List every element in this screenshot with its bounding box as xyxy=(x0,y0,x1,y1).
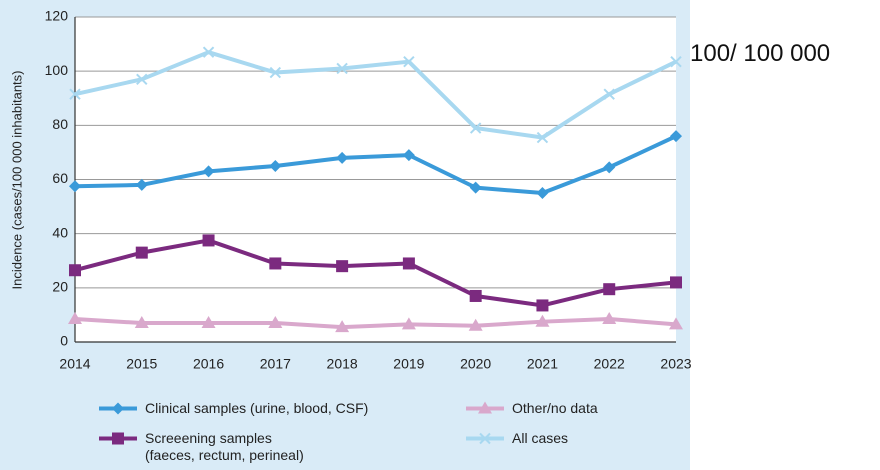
point xyxy=(69,180,81,193)
x-tick-label: 2019 xyxy=(393,356,424,372)
point xyxy=(603,283,616,296)
legend-swatch xyxy=(466,432,504,445)
series-line xyxy=(74,134,677,196)
y-axis-label: Incidence (cases/100 000 inhabitants) xyxy=(9,71,24,290)
point xyxy=(401,317,416,330)
x-tick-label: 2022 xyxy=(594,356,625,372)
point xyxy=(670,55,682,68)
point xyxy=(468,318,483,331)
point xyxy=(136,73,148,85)
point xyxy=(135,178,148,191)
point xyxy=(269,257,282,270)
point xyxy=(469,289,482,302)
legend-swatch xyxy=(99,402,137,415)
series-line xyxy=(74,316,677,330)
legend-label: Clinical samples (urine, blood, CSF) xyxy=(145,400,369,416)
legend-item: Clinical samples (urine, blood, CSF) xyxy=(99,400,369,417)
point xyxy=(69,88,81,100)
point xyxy=(603,161,616,174)
point xyxy=(134,316,149,329)
point xyxy=(670,130,682,143)
y-tick-label: 40 xyxy=(52,224,68,240)
point xyxy=(268,316,283,329)
point xyxy=(469,181,482,194)
y-tick-label: 120 xyxy=(45,8,69,24)
y-tick-label: 20 xyxy=(52,279,68,295)
legend-item: All cases xyxy=(466,430,569,447)
legend-swatch xyxy=(466,401,504,414)
point xyxy=(335,320,350,333)
point xyxy=(478,401,492,414)
legend-item: Screeening samples (faeces, rectum, peri… xyxy=(99,430,304,464)
point xyxy=(202,234,215,247)
point xyxy=(536,299,549,312)
point xyxy=(402,149,415,162)
x-tick-label: 2015 xyxy=(126,356,157,372)
point xyxy=(336,151,349,164)
y-tick-label: 80 xyxy=(52,116,68,132)
point xyxy=(536,187,549,200)
point xyxy=(336,62,348,75)
x-tick-label: 2023 xyxy=(660,356,691,372)
point xyxy=(112,432,124,445)
legend-item: Other/no data xyxy=(466,400,598,417)
series-line xyxy=(74,50,677,140)
x-tick-label: 2016 xyxy=(193,356,224,372)
point xyxy=(269,66,282,79)
x-tick-label: 2020 xyxy=(460,356,491,372)
point xyxy=(202,46,215,58)
point xyxy=(135,246,148,259)
legend-label: All cases xyxy=(512,430,569,446)
y-tick-label: 0 xyxy=(60,333,68,349)
point xyxy=(112,402,124,415)
point xyxy=(602,311,617,324)
point xyxy=(269,159,282,172)
series-line xyxy=(74,238,677,308)
point xyxy=(402,257,415,270)
x-tick-label: 2021 xyxy=(527,356,558,372)
x-tick-label: 2017 xyxy=(260,356,291,372)
point xyxy=(479,432,491,445)
point xyxy=(670,276,682,289)
point xyxy=(535,314,550,327)
point xyxy=(69,264,81,277)
point xyxy=(201,316,216,329)
legend-swatch xyxy=(99,432,137,445)
point xyxy=(68,311,82,324)
point xyxy=(336,260,349,273)
point xyxy=(536,131,549,144)
y-tick-label: 60 xyxy=(52,170,68,186)
x-tick-label: 2018 xyxy=(327,356,358,372)
legend-label: Screeening samples (faeces, rectum, peri… xyxy=(145,430,304,463)
annotation: 100/ 100 000 xyxy=(690,40,831,67)
legend-label: Other/no data xyxy=(512,400,598,416)
point xyxy=(403,55,415,68)
point xyxy=(669,317,683,330)
y-tick-label: 100 xyxy=(45,62,69,78)
point xyxy=(603,88,615,100)
point xyxy=(202,165,215,178)
point xyxy=(469,122,482,134)
x-tick-label: 2014 xyxy=(59,356,90,372)
